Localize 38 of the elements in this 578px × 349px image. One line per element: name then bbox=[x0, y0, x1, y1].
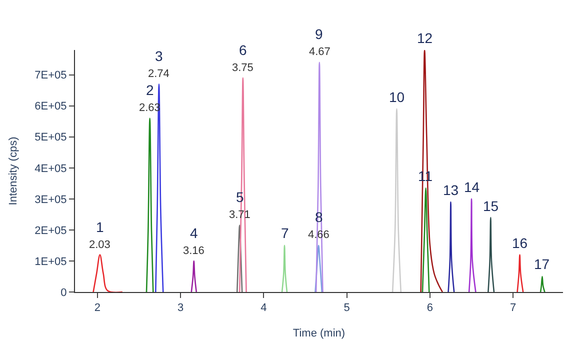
annotation: 2 bbox=[146, 82, 154, 98]
annotation: 1 bbox=[96, 219, 104, 235]
x-tick-label: 5 bbox=[344, 302, 350, 314]
y-tick-label: 4E+05 bbox=[34, 162, 67, 175]
y-tick-label: 6E+05 bbox=[34, 100, 67, 113]
line-series bbox=[420, 50, 444, 292]
annotation: 13 bbox=[443, 182, 459, 198]
x-tick-label: 2 bbox=[94, 302, 101, 314]
annotation: 7 bbox=[281, 225, 289, 241]
y-tick-label: 7E+05 bbox=[34, 70, 67, 82]
annotation: 2.74 bbox=[148, 68, 170, 80]
x-axis-title: Time (min) bbox=[292, 327, 346, 340]
y-tick-label: 3E+05 bbox=[34, 194, 67, 206]
y-tick-label: 2E+05 bbox=[34, 224, 67, 237]
annotation: 10 bbox=[389, 89, 405, 105]
x-tick-label: 3 bbox=[178, 302, 184, 314]
line-series bbox=[92, 254, 124, 292]
x-tick-label: 6 bbox=[426, 302, 434, 314]
annotation: 15 bbox=[483, 198, 499, 214]
x-tick-label: 4 bbox=[260, 302, 267, 314]
x-tick-label: 7 bbox=[510, 302, 516, 314]
annotation: 3.16 bbox=[183, 245, 204, 257]
annotation: 9 bbox=[315, 26, 323, 42]
annotation: 3 bbox=[155, 48, 163, 64]
annotation: 4 bbox=[190, 225, 198, 241]
annotation: 16 bbox=[512, 235, 528, 251]
annotation: 4.67 bbox=[309, 46, 330, 58]
annotation: 2.03 bbox=[89, 239, 110, 251]
annotation: 12 bbox=[417, 30, 433, 46]
annotation: 6 bbox=[239, 42, 247, 58]
y-tick-label: 1E+05 bbox=[34, 256, 67, 268]
y-tick-label: 0 bbox=[60, 286, 67, 299]
y-axis-title: Intensity (cps) bbox=[7, 136, 20, 206]
annotation: 3.75 bbox=[232, 62, 254, 74]
annotation: 17 bbox=[534, 256, 550, 272]
y-tick-label: 5E+05 bbox=[34, 132, 67, 144]
annotation: 8 bbox=[315, 209, 323, 225]
annotation: 14 bbox=[464, 179, 480, 195]
